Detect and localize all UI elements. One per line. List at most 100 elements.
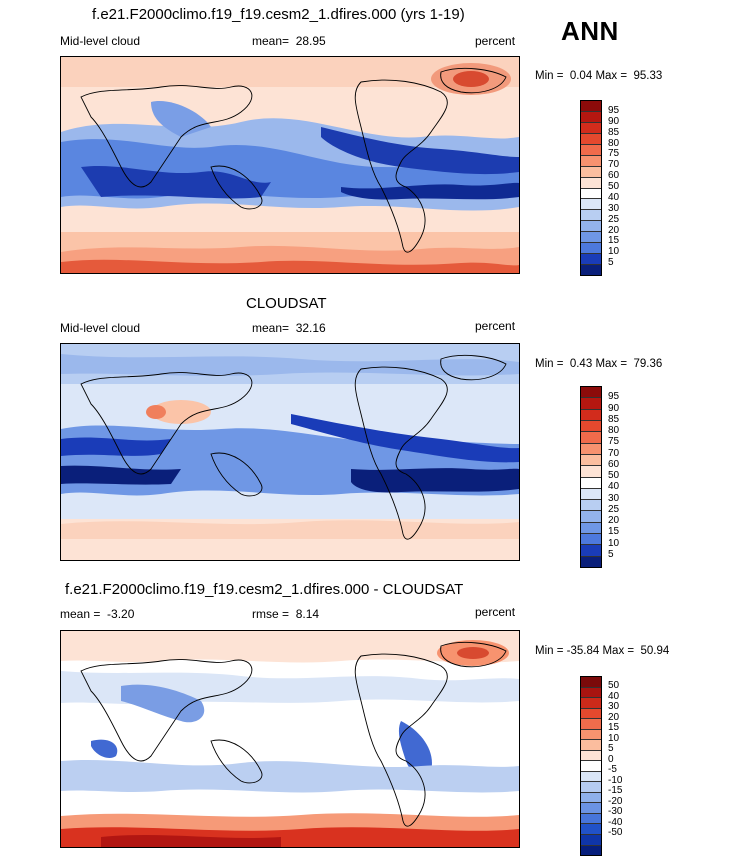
colorbar-swatch bbox=[581, 792, 601, 804]
colorbar-swatch bbox=[581, 687, 601, 699]
colorbar-swatch bbox=[581, 708, 601, 720]
colorbar-swatch bbox=[581, 166, 601, 178]
colorbar-tick-label: 85 bbox=[608, 126, 620, 138]
colorbar-swatch bbox=[581, 677, 601, 688]
colorbar-tick-label: 15 bbox=[608, 235, 620, 247]
panel2-variable-label: Mid-level cloud bbox=[60, 321, 141, 335]
panel2-colorbar bbox=[580, 386, 602, 568]
colorbar-swatch bbox=[581, 750, 601, 762]
colorbar-swatch bbox=[581, 511, 601, 523]
colorbar-tick-label: -15 bbox=[608, 785, 623, 797]
panel1-colorbar bbox=[580, 100, 602, 276]
panel3-mean-label: mean = -3.20 bbox=[60, 607, 134, 621]
colorbar-tick-label: 20 bbox=[608, 711, 620, 723]
panel1-variable-label: Mid-level cloud bbox=[60, 34, 141, 48]
colorbar-tick-label: 10 bbox=[608, 732, 620, 744]
colorbar-swatch bbox=[581, 522, 601, 535]
panel1-max-label: Max = bbox=[595, 70, 628, 82]
colorbar-tick-label: 10 bbox=[608, 246, 620, 258]
panel3-min-label: Min = bbox=[535, 645, 564, 657]
colorbar-tick-label: -10 bbox=[608, 774, 623, 786]
panel3-max-label: Max = bbox=[602, 645, 635, 657]
panel3-rmse-label: rmse = 8.14 bbox=[252, 607, 319, 621]
season-label: ANN bbox=[561, 16, 619, 46]
panel3-colorbar bbox=[580, 676, 602, 856]
panel3-map-svg bbox=[61, 631, 519, 847]
colorbar-swatch bbox=[581, 488, 601, 501]
colorbar-tick-label: 50 bbox=[608, 470, 620, 481]
colorbar-tick-label: 75 bbox=[608, 148, 620, 160]
colorbar-swatch bbox=[581, 188, 601, 200]
colorbar-tick-label: 95 bbox=[608, 104, 620, 116]
colorbar-swatch bbox=[581, 155, 601, 167]
panel2-mean-value: 32.16 bbox=[295, 321, 326, 335]
panel3-units: percent bbox=[475, 605, 516, 619]
panel2-min-value: 0.43 bbox=[569, 358, 593, 370]
colorbar-tick-label: 80 bbox=[608, 425, 620, 436]
colorbar-swatch bbox=[581, 556, 601, 567]
colorbar-swatch bbox=[581, 740, 601, 751]
colorbar-swatch bbox=[581, 144, 601, 156]
colorbar-swatch bbox=[581, 210, 601, 222]
colorbar-swatch bbox=[581, 834, 601, 846]
colorbar-swatch bbox=[581, 454, 601, 467]
colorbar-swatch bbox=[581, 771, 601, 783]
colorbar-swatch bbox=[581, 534, 601, 546]
colorbar-swatch bbox=[581, 432, 601, 444]
colorbar-swatch bbox=[581, 122, 601, 134]
colorbar-tick-label: 60 bbox=[608, 458, 620, 470]
panel2-units: percent bbox=[475, 319, 516, 333]
colorbar-tick-label: 90 bbox=[608, 115, 620, 127]
colorbar-tick-label: 90 bbox=[608, 402, 620, 414]
colorbar-swatch bbox=[581, 409, 601, 421]
panel3-minmax: Min = -35.84 Max = 50.94 bbox=[535, 645, 669, 657]
colorbar-swatch bbox=[581, 254, 601, 266]
colorbar-tick-label: 25 bbox=[608, 503, 620, 515]
colorbar-swatch bbox=[581, 803, 601, 814]
colorbar-tick-label: -40 bbox=[608, 816, 623, 828]
panel3-rmse-value: 8.14 bbox=[295, 607, 320, 621]
colorbar-swatch bbox=[581, 265, 601, 275]
colorbar-tick-label: 50 bbox=[608, 181, 620, 192]
panel2-min-label: Min = bbox=[535, 358, 564, 370]
panel1-title: f.e21.F2000climo.f19_f19.cesm2_1.dfires.… bbox=[92, 6, 465, 23]
colorbar-tick-label: 5 bbox=[608, 257, 614, 269]
panel2-title: CLOUDSAT bbox=[246, 295, 327, 312]
colorbar-swatch bbox=[581, 243, 601, 255]
colorbar-swatch bbox=[581, 177, 601, 189]
panel1-map-svg bbox=[61, 57, 519, 273]
colorbar-swatch bbox=[581, 719, 601, 730]
colorbar-tick-label: 80 bbox=[608, 137, 620, 149]
colorbar-swatch bbox=[581, 199, 601, 211]
panel2-mean-text: mean= bbox=[252, 321, 290, 335]
colorbar-tick-label: 30 bbox=[608, 202, 620, 214]
colorbar-swatch bbox=[581, 420, 601, 433]
colorbar-tick-label: 95 bbox=[608, 391, 620, 403]
panel2-mean-label: mean= 32.16 bbox=[252, 321, 326, 335]
panel3-max-value: 50.94 bbox=[640, 645, 670, 657]
panel2-map bbox=[60, 343, 520, 561]
panel2-max-value: 79.36 bbox=[633, 358, 663, 370]
colorbar-swatch bbox=[581, 813, 601, 825]
colorbar-tick-label: 15 bbox=[608, 526, 620, 538]
panel1-min-value: 0.04 bbox=[569, 70, 593, 82]
colorbar-tick-label: 40 bbox=[608, 191, 620, 203]
colorbar-tick-label: 25 bbox=[608, 213, 620, 225]
panel1-mean-text: mean= bbox=[252, 34, 290, 48]
colorbar-tick-label: 20 bbox=[608, 515, 620, 526]
panel3-mean-value: -3.20 bbox=[107, 607, 135, 621]
colorbar-tick-label: 10 bbox=[608, 537, 620, 549]
colorbar-tick-label: -20 bbox=[608, 795, 623, 807]
panel3-map bbox=[60, 630, 520, 848]
colorbar-swatch bbox=[581, 824, 601, 835]
panel1-map bbox=[60, 56, 520, 274]
colorbar-swatch bbox=[581, 111, 601, 123]
colorbar-tick-label: 50 bbox=[608, 680, 620, 692]
colorbar-swatch bbox=[581, 477, 601, 489]
colorbar-swatch bbox=[581, 398, 601, 410]
colorbar-tick-label: 40 bbox=[608, 690, 620, 702]
colorbar-tick-label: 20 bbox=[608, 224, 620, 236]
colorbar-tick-label: 60 bbox=[608, 170, 620, 182]
colorbar-tick-label: 5 bbox=[608, 743, 614, 755]
panel3-mean-text: mean = bbox=[60, 607, 101, 621]
